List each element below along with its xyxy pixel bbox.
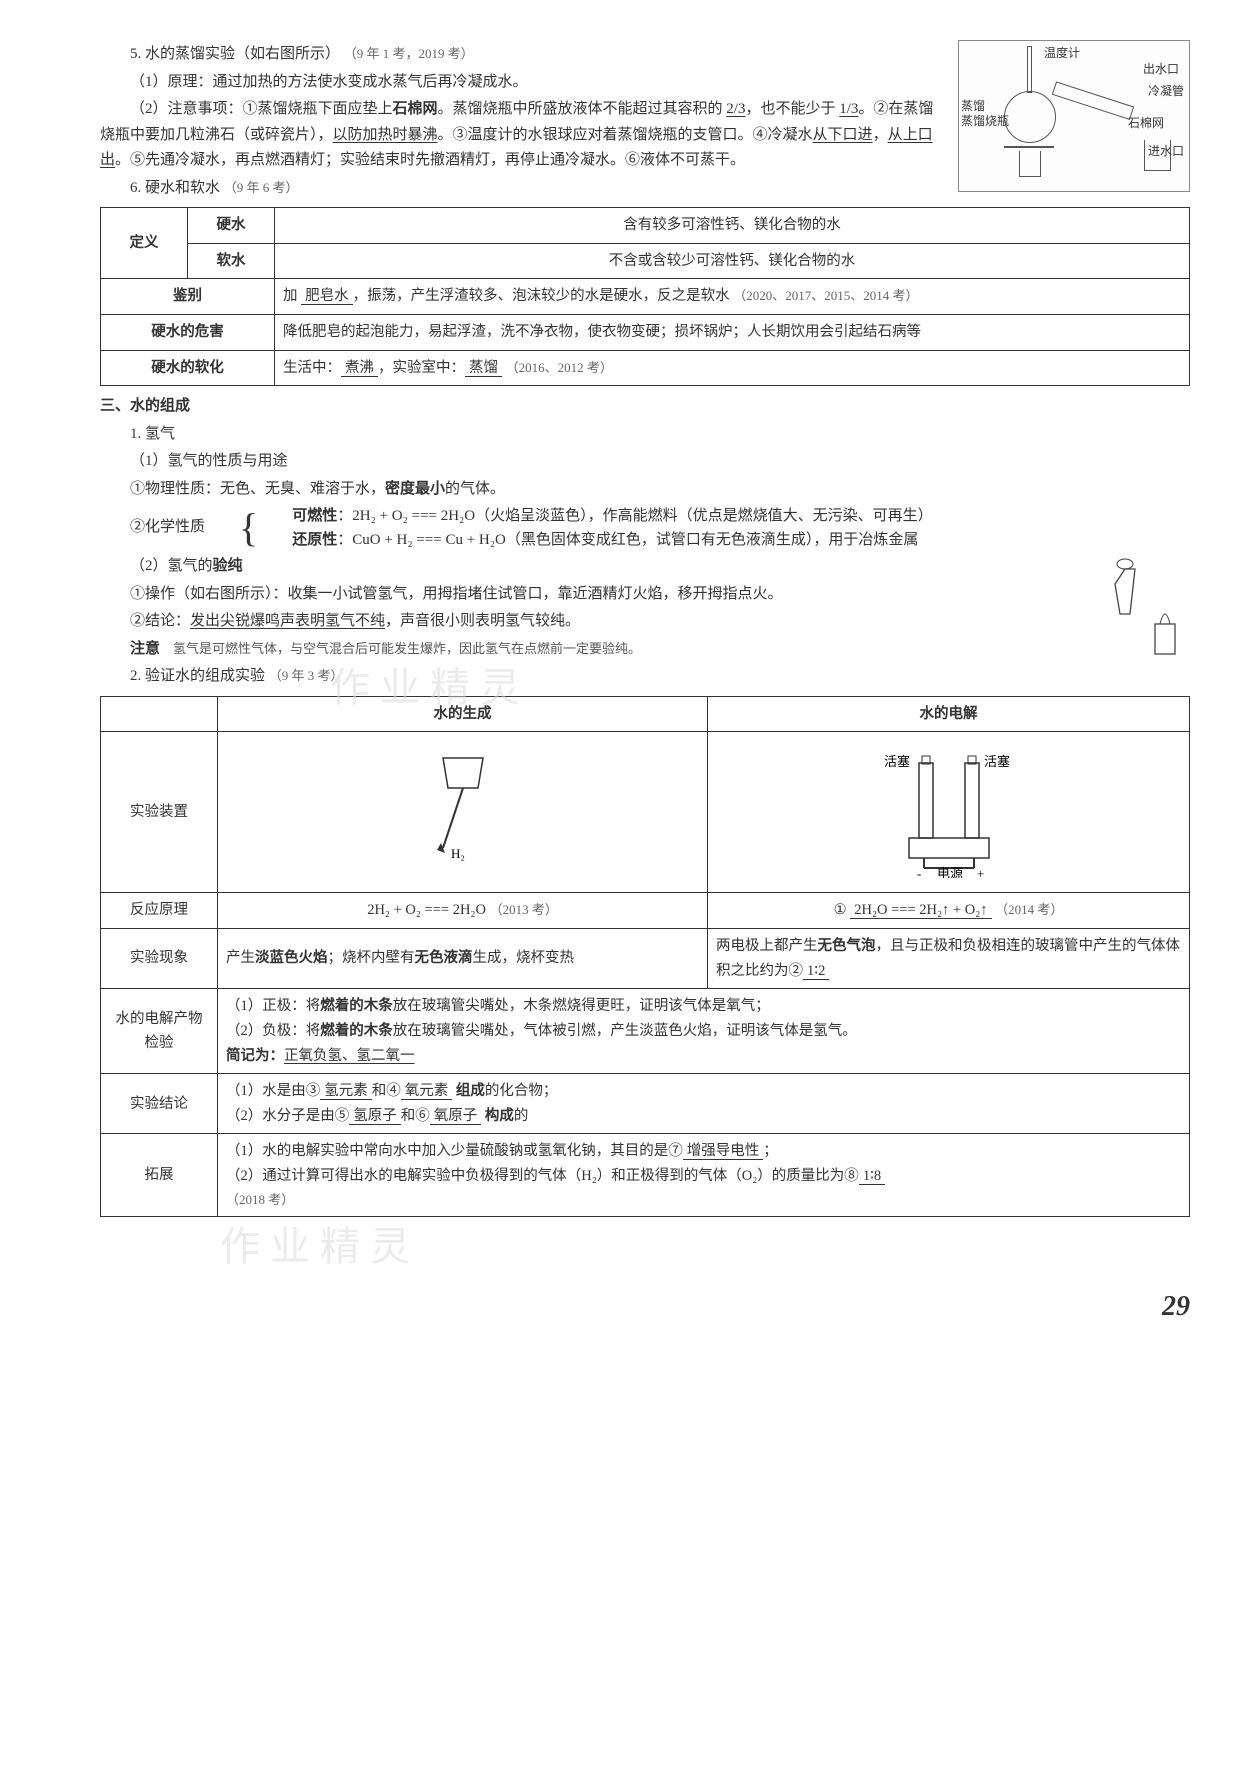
s3-1: 1. 氢气 <box>100 422 1190 448</box>
t2-row-check: 水的电解产物检验 <box>101 989 218 1074</box>
s3-1-1-phys: ①物理性质：无色、无臭、难溶于水，密度最小的气体。 <box>100 477 1190 503</box>
t1-soften-label: 硬水的软化 <box>101 350 275 386</box>
t1-soft-text: 不含或含较少可溶性钙、镁化合物的水 <box>275 243 1190 279</box>
svg-text:活塞: 活塞 <box>884 754 910 769</box>
distillation-figure: 温度计 出水口 冷凝管 石棉网 进水口 蒸馏烧瓶 蒸馏 <box>958 40 1190 192</box>
t2-check: （1）正极：将燃着的木条放在玻璃管尖嘴处，木条燃烧得更旺，证明该气体是氧气； （… <box>218 989 1190 1074</box>
t2-phenom2: 两电极上都产生无色气泡，且与正极和负极相连的玻璃管中产生的气体体积之比约为②1∶… <box>708 928 1190 988</box>
page-number: 29 <box>100 1283 1190 1331</box>
svg-text:电源: 电源 <box>937 866 963 878</box>
p5-title: 5. 水的蒸馏实验（如右图所示） <box>130 46 340 62</box>
t1-soften-text: 生活中：煮沸，实验室中：蒸馏 （2016、2012 考） <box>275 350 1190 386</box>
condenser-label: 冷凝管 <box>1148 81 1184 101</box>
brace-icon: { <box>209 508 258 548</box>
s3-2: 2. 验证水的组成实验 （9 年 3 考） 作 业 精 灵 <box>100 664 1190 690</box>
t1-hard-label: 硬水 <box>188 208 275 244</box>
table-water-composition: 水的生成 水的电解 实验装置 H₂ 活塞 活塞 <box>100 696 1190 1217</box>
t2-row-app: 实验装置 <box>101 732 218 893</box>
p6-ref: （9 年 6 考） <box>224 180 299 195</box>
t1-hard-text: 含有较多可溶性钙、镁化合物的水 <box>275 208 1190 244</box>
t2-ext: （1）水的电解实验中常向水中加入少量硫酸钠或氢氧化钠，其目的是⑦增强导电性； （… <box>218 1134 1190 1216</box>
evap-label: 蒸馏 <box>961 96 985 116</box>
t2-row-phenom: 实验现象 <box>101 928 218 988</box>
t2-conc: （1）水是由③氢元素和④氧元素 组成的化合物； （2）水分子是由⑤氢原子和⑥氧原… <box>218 1074 1190 1134</box>
svg-text:-: - <box>917 866 921 878</box>
s3-1-2-conc: ②结论：发出尖锐爆鸣声表明氢气不纯，声音很小则表明氢气较纯。 <box>100 609 1190 635</box>
outlet-label: 出水口 <box>1143 59 1179 79</box>
chem-reducing: 还原性：CuO + H₂ === Cu + H₂O（黑色固体变成红色，试管口有无… <box>262 528 932 552</box>
watermark-2: 作 业 精 灵 <box>220 1213 410 1281</box>
t2-row-conc: 实验结论 <box>101 1074 218 1134</box>
verify-figure <box>1100 554 1190 664</box>
svg-text:+: + <box>977 866 984 878</box>
table-hardwater: 定义 硬水 含有较多可溶性钙、镁化合物的水 软水 不含或含较少可溶性钙、镁化合物… <box>100 207 1190 386</box>
s3-1-1: （1）氢气的性质与用途 <box>100 449 1190 475</box>
svg-text:H₂: H₂ <box>451 846 465 861</box>
s3-1-1-chem: ②化学性质 { 可燃性：2H₂ + O₂ === 2H₂O（火焰呈淡蓝色），作高… <box>100 504 1190 552</box>
t2-app1: H₂ <box>218 732 708 893</box>
t2-col2: 水的电解 <box>708 696 1190 732</box>
section3-title: 三、水的组成 <box>100 394 1190 420</box>
t1-harm-text: 降低肥皂的起泡能力，易起浮渣，洗不净衣物，使衣物变硬；损坏锅炉；人长期饮用会引起… <box>275 314 1190 350</box>
t2-row-ext: 拓展 <box>101 1134 218 1216</box>
t2-principle1: 2H₂ + O₂ === 2H₂O （2013 考） <box>218 893 708 929</box>
t1-def-label: 定义 <box>101 208 188 279</box>
svg-text:活塞: 活塞 <box>984 754 1010 769</box>
t2-col1: 水的生成 <box>218 696 708 732</box>
p6-title: 6. 硬水和软水 <box>130 180 220 196</box>
t1-distinguish-label: 鉴别 <box>101 279 275 315</box>
t2-app2: 活塞 活塞 电源 - + <box>708 732 1190 893</box>
t1-soft-label: 软水 <box>188 243 275 279</box>
p5-ref: （9 年 1 考，2019 考） <box>344 46 474 61</box>
t2-principle2: ① 2H₂O === 2H₂↑ + O₂↑ （2014 考） <box>708 893 1190 929</box>
chem-combustible: 可燃性：2H₂ + O₂ === 2H₂O（火焰呈淡蓝色），作高能燃料（优点是燃… <box>262 504 932 528</box>
t2-phenom1: 产生淡蓝色火焰；烧杯内壁有无色液滴生成，烧杯变热 <box>218 928 708 988</box>
s3-1-2-op: ①操作（如右图所示）：收集一小试管氢气，用拇指堵住试管口，靠近酒精灯火焰，移开拇… <box>100 582 1190 608</box>
t2-row-principle: 反应原理 <box>101 893 218 929</box>
asbestos-label: 石棉网 <box>1128 113 1164 133</box>
s3-1-2: （2）氢气的验纯 <box>100 554 1190 580</box>
t1-distinguish-text: 加 肥皂水，振荡，产生浮渣较多、泡沫较少的水是硬水，反之是软水 （2020、20… <box>275 279 1190 315</box>
t1-harm-label: 硬水的危害 <box>101 314 275 350</box>
inlet-label: 进水口 <box>1148 141 1184 161</box>
thermo-label: 温度计 <box>1044 43 1080 63</box>
s3-1-2-note: 注意 氢气是可燃性气体，与空气混合后可能发生爆炸，因此氢气在点燃前一定要验纯。 <box>100 637 1190 663</box>
